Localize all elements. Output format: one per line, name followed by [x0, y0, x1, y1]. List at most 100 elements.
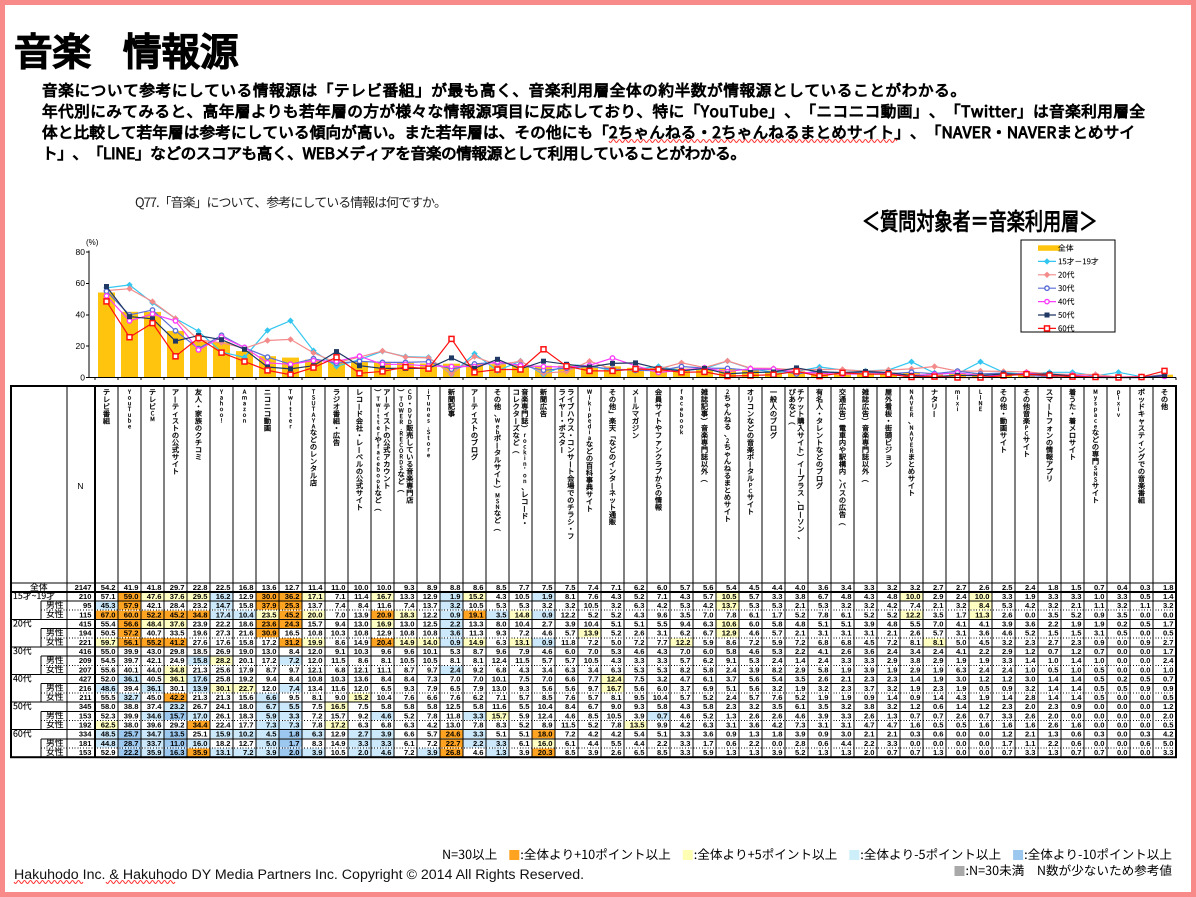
svg-text:192: 192 — [79, 721, 92, 730]
svg-text:12.2: 12.2 — [906, 610, 921, 619]
svg-text:0.0: 0.0 — [1094, 721, 1105, 730]
svg-text:10.5: 10.5 — [331, 748, 347, 757]
svg-text:22.2: 22.2 — [216, 620, 231, 629]
svg-text:2.1: 2.1 — [887, 629, 898, 638]
svg-text:3.6: 3.6 — [979, 629, 990, 638]
svg-text:8.7: 8.7 — [473, 647, 484, 656]
svg-text:6.3: 6.3 — [634, 601, 645, 610]
svg-text:0.0: 0.0 — [772, 739, 783, 748]
svg-text:0.5: 0.5 — [1140, 620, 1151, 629]
svg-text:0.0: 0.0 — [1025, 610, 1036, 619]
svg-text:15.7: 15.7 — [331, 711, 346, 720]
svg-text:62.5: 62.5 — [101, 721, 117, 730]
svg-text:6.1: 6.1 — [795, 702, 806, 711]
svg-text:3.3: 3.3 — [841, 711, 852, 720]
svg-text:25.3: 25.3 — [285, 601, 300, 610]
svg-text:4.6: 4.6 — [381, 748, 392, 757]
svg-text:10.0: 10.0 — [377, 583, 392, 592]
svg-text:6.7: 6.7 — [266, 702, 277, 711]
svg-text:5.1: 5.1 — [519, 730, 530, 739]
svg-text:19.9: 19.9 — [308, 638, 323, 647]
svg-text:2.7: 2.7 — [358, 730, 369, 739]
svg-text:12.0: 12.0 — [262, 684, 277, 693]
svg-text:1.3: 1.3 — [726, 748, 737, 757]
svg-text:18.0: 18.0 — [538, 730, 553, 739]
svg-text:0.0: 0.0 — [1117, 656, 1128, 665]
svg-text:3.3: 3.3 — [634, 656, 645, 665]
svg-text:8.6: 8.6 — [726, 638, 737, 647]
svg-text:0.6: 0.6 — [1071, 739, 1082, 748]
svg-text:17.9: 17.9 — [239, 665, 254, 674]
svg-text:6.2: 6.2 — [473, 693, 484, 702]
svg-text:55.4: 55.4 — [101, 620, 117, 629]
svg-text:9.0: 9.0 — [611, 702, 622, 711]
svg-text:2.1: 2.1 — [841, 675, 852, 684]
svg-text:10.0: 10.0 — [354, 583, 369, 592]
svg-text:3.3: 3.3 — [1163, 748, 1174, 757]
svg-text:9.1: 9.1 — [726, 656, 737, 665]
svg-text:4.2: 4.2 — [1163, 730, 1174, 739]
svg-text:44.0: 44.0 — [147, 665, 162, 674]
svg-text:5.9: 5.9 — [703, 748, 714, 757]
svg-text:6.0: 6.0 — [703, 647, 714, 656]
svg-text:55.5: 55.5 — [101, 693, 117, 702]
svg-text:0.0: 0.0 — [956, 739, 967, 748]
svg-text:2.6: 2.6 — [818, 675, 829, 684]
svg-text:4.2: 4.2 — [588, 730, 599, 739]
svg-text:5.8: 5.8 — [427, 702, 438, 711]
svg-text:23.6: 23.6 — [262, 620, 277, 629]
svg-text:8.4: 8.4 — [289, 675, 300, 684]
svg-text:60: 60 — [76, 278, 86, 288]
svg-text:16.5: 16.5 — [285, 629, 301, 638]
svg-text:10.4: 10.4 — [515, 620, 531, 629]
svg-text:3.2: 3.2 — [1002, 638, 1013, 647]
svg-text:0.9: 0.9 — [1163, 684, 1174, 693]
svg-text:1.0: 1.0 — [1025, 665, 1036, 674]
svg-text:4.1: 4.1 — [979, 620, 990, 629]
svg-text:1.2: 1.2 — [1163, 702, 1174, 711]
svg-text:14.9: 14.9 — [469, 638, 484, 647]
svg-text:4.3: 4.3 — [496, 592, 507, 601]
svg-text:2.4: 2.4 — [1025, 583, 1036, 592]
svg-text:42.1: 42.1 — [147, 656, 163, 665]
svg-text:1.5: 1.5 — [1071, 629, 1082, 638]
svg-text:6.3: 6.3 — [611, 665, 622, 674]
svg-text:3.6: 3.6 — [450, 629, 461, 638]
svg-text:0.5: 0.5 — [1163, 693, 1174, 702]
svg-text:3.5: 3.5 — [680, 610, 691, 619]
svg-text:2.4: 2.4 — [450, 665, 461, 674]
svg-text:11.8: 11.8 — [446, 711, 460, 720]
svg-text:4.5: 4.5 — [979, 638, 990, 647]
svg-text:3.2: 3.2 — [956, 601, 967, 610]
svg-text:3.1: 3.1 — [657, 629, 668, 638]
svg-text:3.8: 3.8 — [795, 592, 806, 601]
svg-text:3.5: 3.5 — [795, 675, 806, 684]
svg-text:57.9: 57.9 — [124, 601, 139, 610]
svg-text:12.0: 12.0 — [354, 684, 369, 693]
svg-text:18.3: 18.3 — [400, 610, 415, 619]
svg-text:10.5: 10.5 — [423, 656, 439, 665]
svg-text:12.7: 12.7 — [239, 739, 254, 748]
svg-text:21.6: 21.6 — [239, 629, 254, 638]
svg-text:2.0: 2.0 — [1048, 711, 1059, 720]
svg-text:80: 80 — [76, 247, 86, 257]
svg-text:10.5: 10.5 — [607, 711, 623, 720]
svg-text:8.4: 8.4 — [565, 702, 576, 711]
svg-text:28.7: 28.7 — [124, 739, 139, 748]
svg-text:0.7: 0.7 — [933, 711, 944, 720]
svg-text:5.8: 5.8 — [818, 665, 829, 674]
svg-text:9.2: 9.2 — [473, 665, 484, 674]
svg-text:5.2: 5.2 — [795, 610, 806, 619]
svg-text:4.6: 4.6 — [1002, 629, 1013, 638]
svg-text:2.2: 2.2 — [657, 739, 668, 748]
svg-text:36.1: 36.1 — [124, 675, 140, 684]
svg-text:1.2: 1.2 — [1025, 647, 1036, 656]
svg-text:7.2: 7.2 — [404, 748, 415, 757]
svg-text:18.5: 18.5 — [193, 647, 209, 656]
svg-text:7.0: 7.0 — [473, 675, 484, 684]
svg-text:0.6: 0.6 — [726, 739, 737, 748]
svg-text:15.7: 15.7 — [492, 711, 507, 720]
svg-text:6.3: 6.3 — [956, 665, 967, 674]
svg-text:26.7: 26.7 — [193, 702, 208, 711]
svg-text:5.2: 5.2 — [611, 610, 622, 619]
